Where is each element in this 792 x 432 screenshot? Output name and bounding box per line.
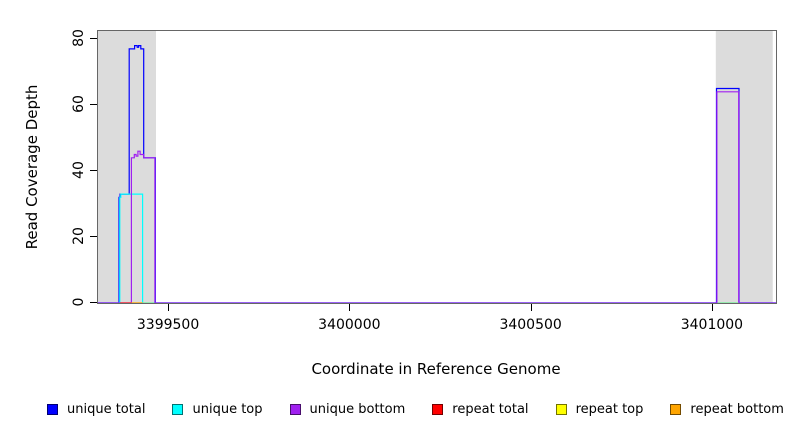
legend-swatch-icon <box>555 403 567 415</box>
legend-label: unique total <box>67 401 146 417</box>
legend-swatch-icon <box>172 403 184 415</box>
y-tick-mark <box>90 170 97 171</box>
legend-swatch-icon <box>670 403 682 415</box>
legend-label: repeat bottom <box>690 401 784 417</box>
y-tick-label: 20 <box>71 227 87 245</box>
legend: unique total unique top unique bottom repea… <box>47 399 784 419</box>
legend-swatch-icon <box>289 403 301 415</box>
x-tick-label: 3400500 <box>499 317 562 333</box>
repeat-region-right <box>715 31 773 303</box>
legend-swatch-icon <box>47 403 58 415</box>
legend-item-unique-total: unique total <box>47 402 145 417</box>
x-tick-label: 3400000 <box>318 317 381 333</box>
y-axis-label: Read Coverage Depth <box>23 84 41 250</box>
legend-item-repeat-total: repeat total <box>432 401 529 417</box>
y-tick-mark <box>90 302 97 303</box>
x-tick-mark <box>349 304 351 311</box>
y-tick-mark <box>90 236 97 237</box>
series-unique-bottom <box>98 91 776 303</box>
legend-item-repeat-top: repeat top <box>555 401 644 417</box>
legend-item-repeat-bottom: repeat bottom <box>670 402 784 417</box>
legend-label: unique top <box>192 401 263 417</box>
x-tick-mark <box>530 304 532 311</box>
series-unique-total <box>98 45 776 303</box>
plot-canvas <box>98 31 776 303</box>
x-tick-mark <box>168 304 170 311</box>
y-tick-mark <box>90 38 97 39</box>
y-tick-label: 60 <box>71 95 87 113</box>
repeat-region-left <box>98 31 157 303</box>
y-tick-mark <box>90 104 97 105</box>
x-tick-label: 3401000 <box>680 317 744 333</box>
legend-label: repeat total <box>452 401 529 417</box>
legend-label: repeat top <box>575 401 644 417</box>
y-tick-label: 0 <box>71 297 87 307</box>
plot-area <box>97 30 777 304</box>
series-unique-top <box>98 193 776 303</box>
y-tick-label: 40 <box>71 161 87 179</box>
y-tick-label: 80 <box>71 29 87 47</box>
legend-item-unique-top: unique top <box>172 401 263 417</box>
x-axis-label: Coordinate in Reference Genome <box>311 360 561 378</box>
legend-swatch-icon <box>432 403 444 415</box>
legend-item-unique-bottom: unique bottom <box>289 401 406 417</box>
x-tick-label: 3399500 <box>136 317 200 333</box>
legend-label: unique bottom <box>309 401 406 417</box>
x-tick-mark <box>711 304 713 311</box>
